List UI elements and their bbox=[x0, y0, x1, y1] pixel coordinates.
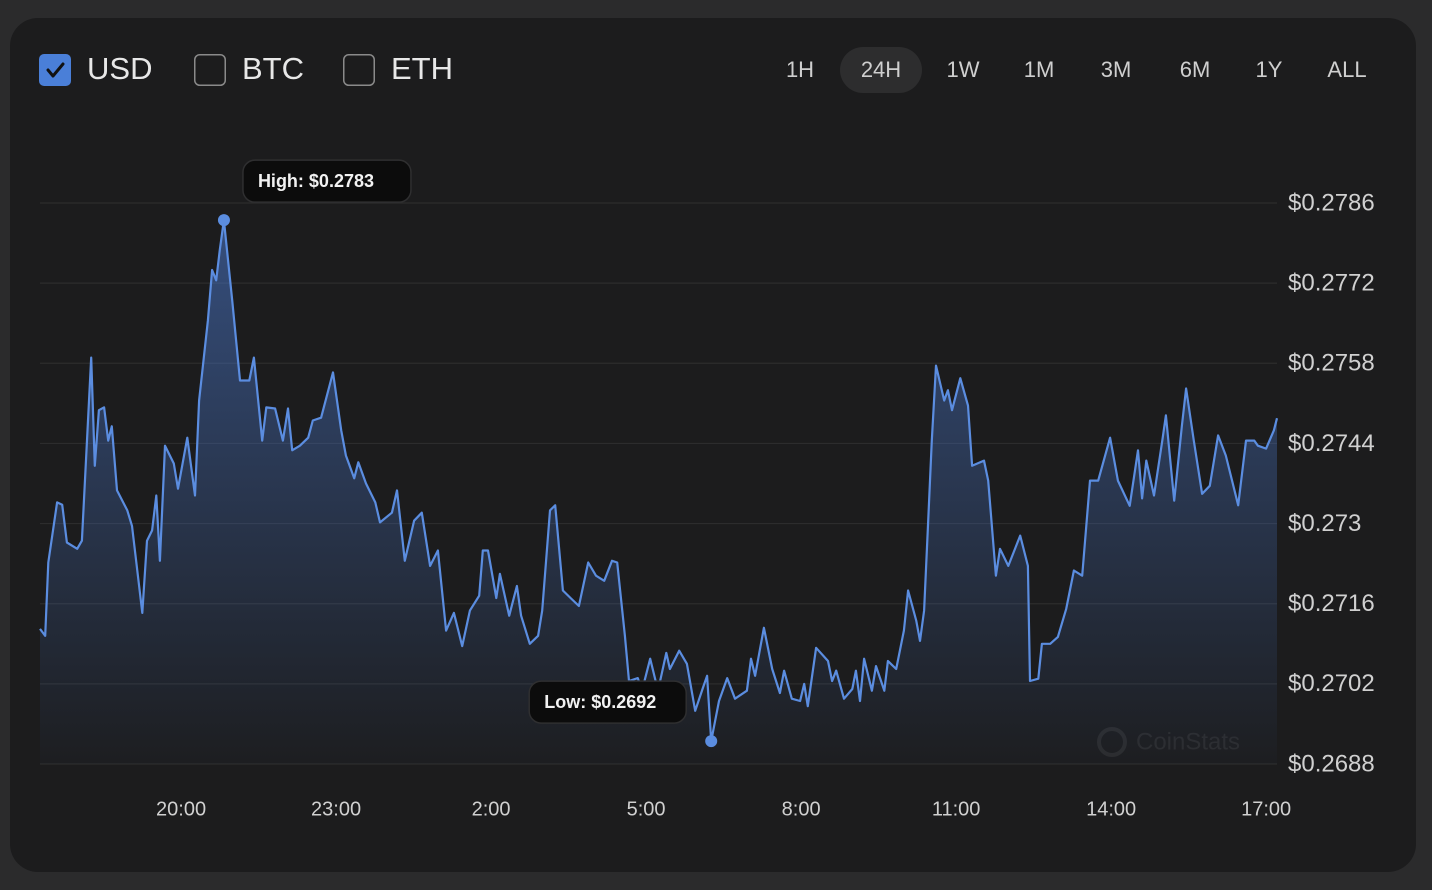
x-tick-label: 17:00 bbox=[1241, 798, 1291, 820]
range-label: 1M bbox=[1024, 57, 1055, 82]
area bbox=[40, 220, 1277, 764]
x-tick-label: 14:00 bbox=[1086, 798, 1136, 820]
checkbox[interactable] bbox=[39, 54, 71, 86]
price-line bbox=[39, 219, 1279, 743]
currency-toggle[interactable]: USD bbox=[39, 51, 152, 86]
currency-toggle[interactable]: ETH bbox=[343, 51, 453, 86]
annotation: Low: $0.2692 bbox=[528, 680, 718, 748]
y-tick-label: $0.2758 bbox=[1288, 350, 1375, 377]
y-tick-label: $0.2688 bbox=[1288, 750, 1375, 777]
checkbox[interactable] bbox=[194, 54, 226, 86]
y-tick-label: $0.2716 bbox=[1288, 590, 1375, 617]
y-tick-label: $0.2786 bbox=[1288, 189, 1375, 216]
range-label: 1W bbox=[947, 57, 980, 82]
range-pill bbox=[840, 47, 922, 93]
range-button[interactable]: 24H bbox=[840, 47, 922, 93]
x-tick-label: 5:00 bbox=[627, 798, 666, 820]
annotation-box bbox=[242, 159, 412, 203]
range-button[interactable]: 6M bbox=[1180, 57, 1211, 82]
range-label: 1Y bbox=[1256, 57, 1283, 82]
x-tick-label: 2:00 bbox=[472, 798, 511, 820]
currency-label: BTC bbox=[242, 51, 304, 86]
range-label: 6M bbox=[1180, 57, 1211, 82]
annotation-text: Low: $0.2692 bbox=[544, 692, 656, 712]
range-label: 1H bbox=[786, 57, 814, 82]
range-label: ALL bbox=[1327, 57, 1366, 82]
annotation-box bbox=[528, 680, 687, 724]
range-button[interactable]: 1Y bbox=[1256, 57, 1283, 82]
range-button[interactable]: ALL bbox=[1327, 57, 1366, 82]
x-tick-label: 23:00 bbox=[311, 798, 361, 820]
range-label: 24H bbox=[861, 57, 901, 82]
annotation: High: $0.2783 bbox=[217, 159, 412, 227]
range-button[interactable]: 3M bbox=[1101, 57, 1132, 82]
checkbox[interactable] bbox=[343, 54, 375, 86]
range-button[interactable]: 1W bbox=[947, 57, 980, 82]
range-button[interactable]: 1M bbox=[1024, 57, 1055, 82]
y-tick-label: $0.273 bbox=[1288, 510, 1361, 537]
x-tick-label: 11:00 bbox=[932, 798, 981, 820]
currency-label: ETH bbox=[391, 51, 453, 86]
x-tick-label: 20:00 bbox=[156, 798, 206, 820]
y-tick-label: $0.2772 bbox=[1288, 269, 1375, 296]
range-button[interactable]: 1H bbox=[786, 57, 814, 82]
range-label: 3M bbox=[1101, 57, 1132, 82]
currency-toggle[interactable]: BTC bbox=[194, 51, 304, 86]
annotation-text: High: $0.2783 bbox=[258, 171, 374, 191]
y-tick-label: $0.2702 bbox=[1288, 670, 1375, 697]
x-tick-label: 8:00 bbox=[782, 798, 821, 820]
y-tick-label: $0.2744 bbox=[1288, 430, 1375, 457]
currency-label: USD bbox=[87, 51, 152, 86]
checkmark bbox=[46, 62, 65, 78]
annotation-marker bbox=[217, 214, 230, 227]
annotation-marker bbox=[705, 735, 718, 748]
